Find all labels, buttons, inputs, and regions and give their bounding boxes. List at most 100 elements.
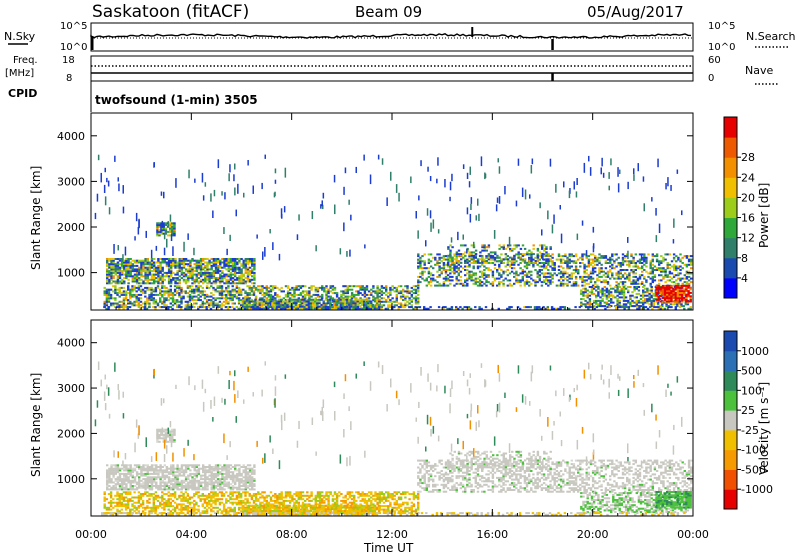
echo-cell xyxy=(632,256,635,259)
echo-cell xyxy=(487,246,491,249)
echo-cell xyxy=(519,279,522,282)
echo-cell xyxy=(689,291,692,294)
echo-cell xyxy=(140,282,143,285)
echo-cell xyxy=(172,471,175,474)
echo-cell xyxy=(259,297,262,300)
echo-cell xyxy=(586,289,589,292)
echo-cell xyxy=(127,476,130,479)
echo-cell xyxy=(127,481,130,484)
echo-cell xyxy=(669,303,673,306)
echo-cell xyxy=(274,191,276,197)
echo-cell xyxy=(303,305,306,308)
echo-cell xyxy=(591,260,595,263)
echo-cell xyxy=(240,270,243,273)
echo-cell xyxy=(476,281,480,284)
echo-cell xyxy=(146,297,149,300)
echo-cell xyxy=(568,275,571,278)
echo-cell xyxy=(598,279,601,282)
echo-cell xyxy=(625,306,628,309)
echo-cell xyxy=(470,203,472,210)
echo-cell xyxy=(487,258,491,261)
echo-cell xyxy=(294,305,298,308)
echo-cell xyxy=(265,288,268,291)
echo-cell xyxy=(685,275,689,278)
echo-cell xyxy=(472,251,476,254)
echo-cell xyxy=(208,277,211,280)
echo-cell xyxy=(253,263,256,266)
echo-cell xyxy=(286,302,289,305)
echo-cell xyxy=(133,300,136,303)
echo-cell xyxy=(116,268,120,271)
echo-cell xyxy=(611,265,614,268)
echo-cell xyxy=(195,275,198,278)
echo-cell xyxy=(373,305,377,308)
echo-cell xyxy=(220,297,224,300)
echo-cell xyxy=(148,479,152,482)
echo-cell xyxy=(609,262,612,264)
echo-cell xyxy=(485,284,488,287)
freq-panel-frame xyxy=(90,55,694,82)
echo-cell xyxy=(193,306,196,308)
echo-cell xyxy=(607,289,611,292)
echo-cell xyxy=(261,288,264,291)
echo-cell xyxy=(178,293,181,296)
echo-cell xyxy=(498,284,501,287)
echo-cell xyxy=(137,288,141,291)
echo-cell xyxy=(487,281,490,284)
echo-cell xyxy=(242,273,245,276)
echo-cell xyxy=(681,284,684,287)
echo-cell xyxy=(107,306,110,309)
echo-cell xyxy=(167,485,171,487)
echo-cell xyxy=(219,282,222,285)
echo-cell xyxy=(110,478,113,481)
echo-cell xyxy=(374,292,377,295)
echo-cell xyxy=(623,272,627,275)
echo-cell xyxy=(314,286,317,289)
echo-cell xyxy=(365,300,369,303)
echo-cell xyxy=(541,246,544,249)
echo-cell xyxy=(154,299,158,302)
echo-cell xyxy=(105,299,109,302)
echo-cell xyxy=(118,292,121,295)
echo-cell xyxy=(457,249,461,252)
echo-cell xyxy=(547,269,550,271)
echo-cell xyxy=(146,277,149,280)
echo-cell xyxy=(627,301,630,304)
echo-cell xyxy=(363,300,366,303)
echo-cell xyxy=(668,288,671,291)
echo-cell xyxy=(627,306,631,309)
echo-cell xyxy=(609,256,612,259)
echo-cell xyxy=(216,278,220,281)
echo-cell xyxy=(404,295,407,298)
echo-cell xyxy=(389,304,392,307)
echo-cell xyxy=(153,277,156,280)
echo-cell xyxy=(572,282,576,285)
echo-cell xyxy=(114,288,117,291)
echo-cell xyxy=(438,284,441,287)
echo-cell xyxy=(145,307,149,310)
echo-cell xyxy=(354,300,357,303)
echo-cell xyxy=(662,260,665,263)
echo-cell xyxy=(159,271,162,274)
echo-cell xyxy=(612,287,615,290)
echo-cell xyxy=(163,286,166,289)
echo-cell xyxy=(617,277,620,280)
echo-cell xyxy=(135,471,139,474)
echo-cell xyxy=(169,302,172,305)
echo-cell xyxy=(393,300,396,303)
echo-cell xyxy=(583,253,586,256)
echo-cell xyxy=(444,270,448,273)
echo-cell xyxy=(316,303,319,306)
echo-cell xyxy=(210,271,213,274)
echo-cell xyxy=(455,282,458,285)
echo-cell xyxy=(308,290,311,293)
echo-cell xyxy=(208,302,211,305)
echo-cell xyxy=(199,280,203,283)
echo-cell xyxy=(202,278,205,281)
echo-cell xyxy=(449,254,452,257)
echo-cell xyxy=(610,291,613,294)
echo-cell xyxy=(144,263,147,266)
echo-cell xyxy=(116,258,120,260)
echo-cell xyxy=(403,306,407,309)
